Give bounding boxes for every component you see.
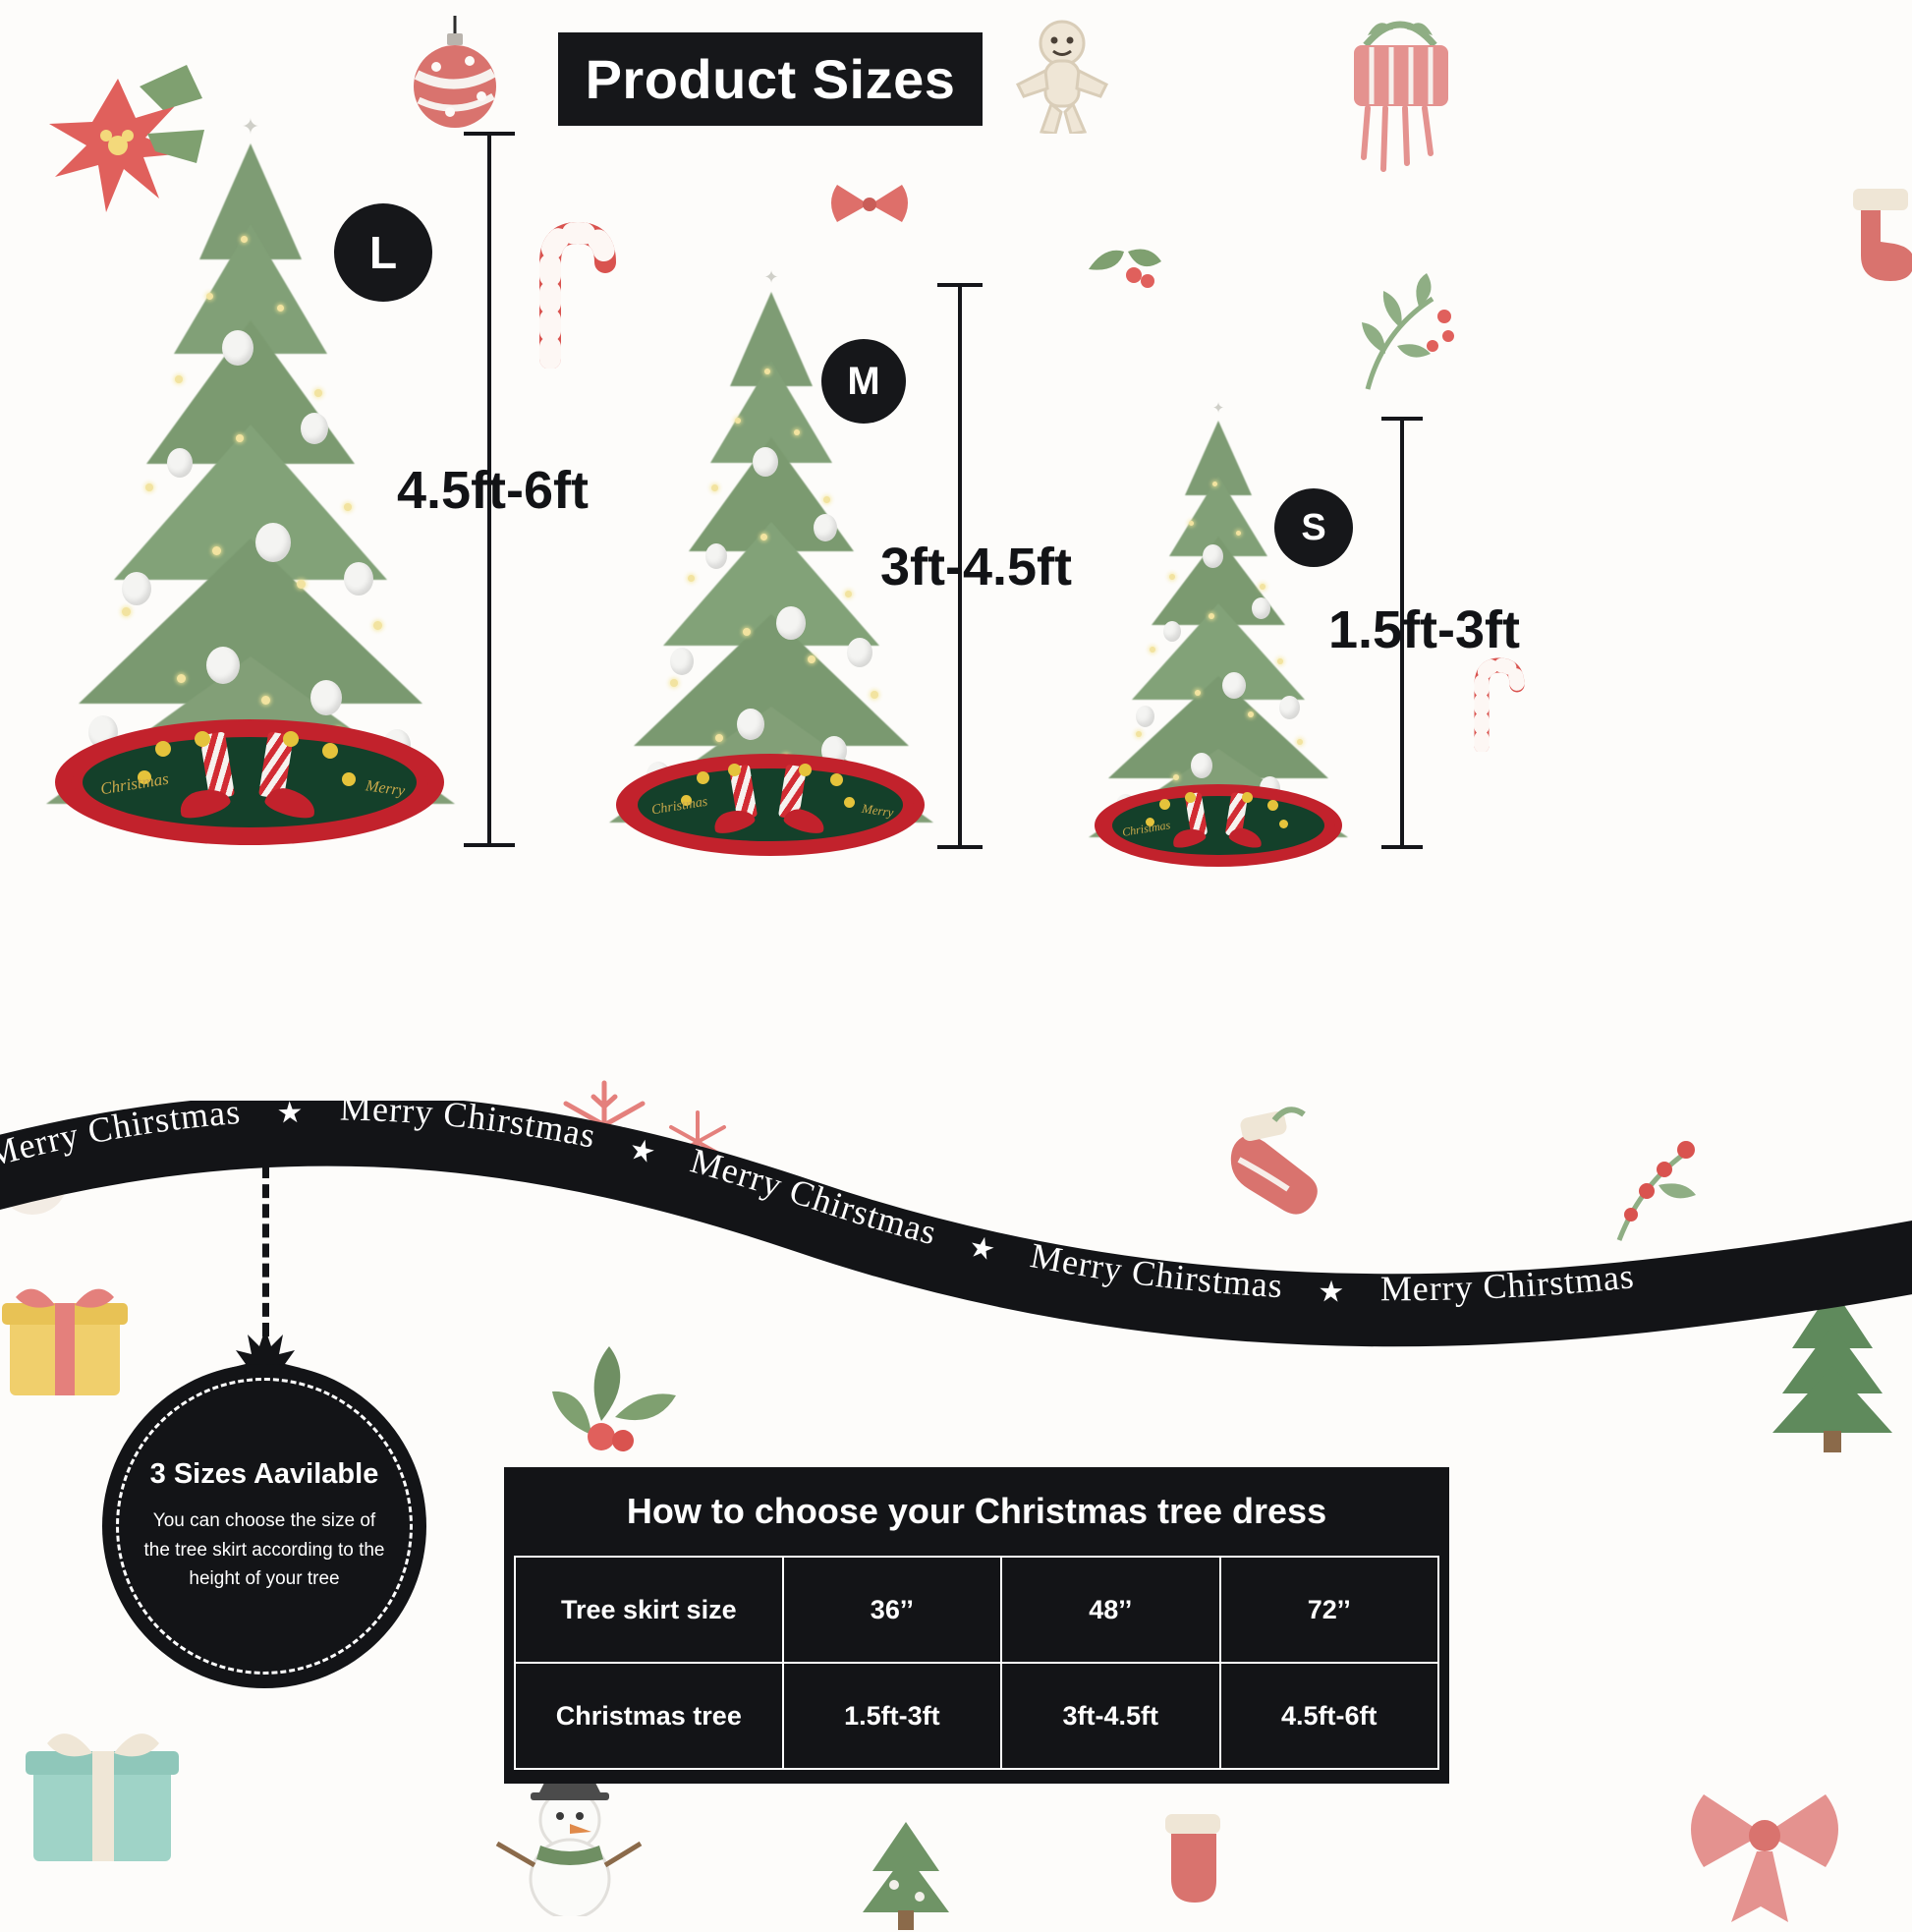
table-cell: 1.5ft-3ft [781,1662,1003,1770]
product-large: ✦ [20,116,511,865]
table-cell: 72’’ [1218,1556,1440,1664]
measure-label-large: 4.5ft-6ft [397,461,590,520]
bow-icon [825,175,914,236]
hanging-basket-icon [1307,0,1493,187]
product-small: ✦ [1071,401,1395,867]
holly-icon [1079,236,1167,305]
gift-box-icon [20,1710,187,1867]
measure-label-medium: 3ft-4.5ft [880,538,1073,597]
tree-skirt-small: Christmas [1095,784,1342,867]
badge-description: You can choose the size of the tree skir… [143,1510,385,1590]
bow-icon [1670,1779,1857,1926]
table-cell: 48’’ [1000,1556,1221,1664]
measure-bracket-large [462,132,517,847]
size-chip-small: S [1274,488,1353,567]
table-cell: 3ft-4.5ft [1000,1662,1221,1770]
mistletoe-icon [1346,271,1464,399]
page-title: Product Sizes [585,48,956,110]
size-chip-medium: M [821,339,906,424]
ornament-hanger-string [262,1165,269,1336]
merry-christmas-ribbon: Merry Chirstmas ★ Merry Chirstmas ★ Merr… [0,1101,1912,1356]
christmas-tree-icon [847,1814,965,1932]
measure-bracket-medium [935,283,984,849]
table-row-header: Christmas tree [514,1662,784,1770]
table-cell: 4.5ft-6ft [1218,1662,1440,1770]
table-row-header: Tree skirt size [514,1556,784,1664]
measure-bracket-small [1379,417,1425,849]
table-row: Tree skirt size 36’’ 48’’ 72’’ [514,1556,1440,1664]
mitten-icon [1140,1808,1248,1916]
badge-headline: 3 Sizes Aavilable [149,1458,379,1491]
bauble-ornament-icon [401,10,509,133]
tree-skirt-medium: Christmas Merry [616,754,925,856]
tree-skirt-large: Christmas Merry [55,719,444,845]
size-chart-title: How to choose your Christmas tree dress [626,1491,1327,1531]
three-sizes-badge: 3 Sizes Aavilable You can choose the siz… [102,1364,426,1688]
size-chart-table: Tree skirt size 36’’ 48’’ 72’’ Christmas tre… [514,1556,1440,1770]
page-title-banner: Product Sizes [558,32,983,126]
tree-baubles [1071,403,1366,825]
size-chip-large: L [334,203,432,302]
christmas-tree-medium-icon: ✦ [590,268,953,846]
gingerbread-man-icon [1008,14,1116,134]
table-row: Christmas tree 1.5ft-3ft 3ft-4.5ft 4.5ft-6f… [514,1662,1440,1770]
christmas-tree-small-icon: ✦ [1071,401,1366,857]
size-chart-card: How to choose your Christmas tree dress … [504,1467,1449,1784]
product-medium: ✦ [590,268,983,870]
stocking-icon [1847,183,1912,301]
measure-label-small: 1.5ft-3ft [1328,600,1521,659]
table-cell: 36’’ [781,1556,1003,1664]
